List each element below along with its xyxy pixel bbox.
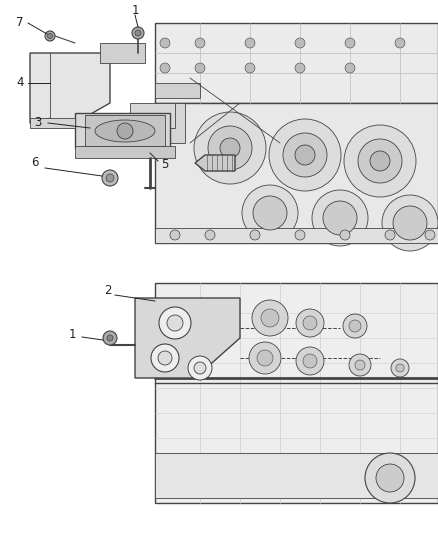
Circle shape: [295, 230, 305, 240]
Polygon shape: [195, 155, 235, 171]
Circle shape: [283, 133, 327, 177]
Polygon shape: [30, 53, 110, 123]
Circle shape: [242, 185, 298, 241]
Circle shape: [296, 309, 324, 337]
Circle shape: [250, 230, 260, 240]
Circle shape: [160, 63, 170, 73]
Circle shape: [151, 344, 179, 372]
Circle shape: [385, 230, 395, 240]
Circle shape: [343, 314, 367, 338]
Polygon shape: [100, 43, 145, 63]
Circle shape: [257, 350, 273, 366]
Circle shape: [391, 359, 409, 377]
Circle shape: [208, 126, 252, 170]
Polygon shape: [155, 283, 438, 503]
Circle shape: [269, 119, 341, 191]
Ellipse shape: [95, 120, 155, 142]
Circle shape: [295, 145, 315, 165]
Circle shape: [158, 351, 172, 365]
Circle shape: [205, 230, 215, 240]
Polygon shape: [155, 23, 438, 103]
Text: 6: 6: [31, 157, 39, 169]
Circle shape: [382, 195, 438, 251]
Circle shape: [135, 30, 141, 36]
Circle shape: [102, 170, 118, 186]
Circle shape: [132, 27, 144, 39]
Circle shape: [312, 190, 368, 246]
Circle shape: [160, 38, 170, 48]
Circle shape: [106, 174, 114, 182]
Text: 7: 7: [16, 17, 24, 29]
Polygon shape: [130, 103, 175, 128]
Circle shape: [170, 230, 180, 240]
Polygon shape: [30, 118, 75, 128]
Circle shape: [261, 309, 279, 327]
Circle shape: [159, 307, 191, 339]
Polygon shape: [135, 298, 240, 378]
Circle shape: [188, 356, 212, 380]
Polygon shape: [75, 146, 175, 158]
Circle shape: [107, 335, 113, 341]
Circle shape: [425, 230, 435, 240]
Circle shape: [303, 316, 317, 330]
Circle shape: [393, 206, 427, 240]
Circle shape: [349, 354, 371, 376]
Circle shape: [340, 230, 350, 240]
Polygon shape: [75, 113, 170, 148]
Circle shape: [355, 360, 365, 370]
Circle shape: [194, 112, 266, 184]
Polygon shape: [155, 103, 185, 143]
Polygon shape: [85, 115, 165, 146]
Text: 1: 1: [131, 4, 139, 18]
Circle shape: [295, 38, 305, 48]
Circle shape: [296, 347, 324, 375]
Circle shape: [195, 63, 205, 73]
Circle shape: [194, 362, 206, 374]
Circle shape: [103, 331, 117, 345]
Circle shape: [395, 38, 405, 48]
Circle shape: [117, 123, 133, 139]
Text: 1: 1: [68, 328, 76, 342]
Circle shape: [252, 300, 288, 336]
Circle shape: [245, 38, 255, 48]
Polygon shape: [155, 453, 438, 498]
Circle shape: [295, 63, 305, 73]
Text: 4: 4: [16, 77, 24, 90]
Circle shape: [45, 31, 55, 41]
Circle shape: [344, 125, 416, 197]
Text: 5: 5: [161, 158, 169, 172]
Circle shape: [396, 364, 404, 372]
Circle shape: [195, 38, 205, 48]
Text: 3: 3: [34, 117, 42, 130]
Polygon shape: [155, 228, 438, 243]
Circle shape: [345, 63, 355, 73]
Circle shape: [249, 342, 281, 374]
Circle shape: [47, 34, 53, 38]
Circle shape: [365, 453, 415, 503]
Circle shape: [303, 354, 317, 368]
Circle shape: [220, 138, 240, 158]
Circle shape: [358, 139, 402, 183]
Circle shape: [167, 315, 183, 331]
Circle shape: [345, 38, 355, 48]
Text: 2: 2: [104, 285, 112, 297]
Circle shape: [245, 63, 255, 73]
Polygon shape: [155, 83, 200, 98]
Polygon shape: [155, 103, 438, 243]
Circle shape: [323, 201, 357, 235]
Circle shape: [370, 151, 390, 171]
Circle shape: [349, 320, 361, 332]
Circle shape: [253, 196, 287, 230]
Circle shape: [376, 464, 404, 492]
